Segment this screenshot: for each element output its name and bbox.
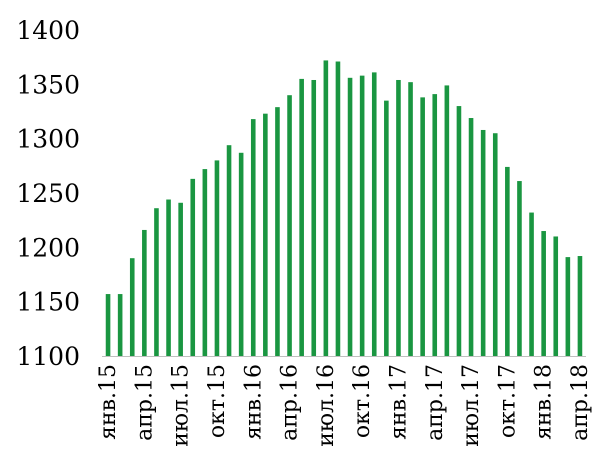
bar bbox=[275, 107, 280, 357]
x-tick-label: окт.16 bbox=[350, 364, 375, 438]
y-tick-label: 1250 bbox=[16, 179, 80, 208]
bar bbox=[238, 152, 244, 356]
bar bbox=[529, 212, 534, 356]
bar bbox=[178, 202, 183, 356]
bar bbox=[359, 75, 365, 356]
bar bbox=[444, 85, 450, 357]
bar bbox=[347, 77, 353, 356]
bar bbox=[456, 106, 462, 356]
bar bbox=[432, 94, 438, 357]
bar bbox=[202, 169, 208, 356]
bar bbox=[299, 78, 304, 357]
bar-series bbox=[105, 60, 583, 357]
bar bbox=[553, 236, 559, 356]
x-tick-label: окт.17 bbox=[495, 364, 520, 438]
bar bbox=[577, 256, 583, 356]
bar bbox=[492, 133, 498, 356]
y-axis-tick-labels: 1100 1150 1200 1250 1300 1350 1400 bbox=[16, 16, 80, 371]
bar bbox=[420, 97, 425, 357]
bar bbox=[371, 72, 377, 356]
bar bbox=[311, 79, 317, 357]
bar bbox=[408, 82, 413, 356]
bar bbox=[117, 294, 123, 356]
bar bbox=[480, 129, 486, 356]
bar bbox=[250, 119, 256, 356]
y-tick-label: 1350 bbox=[16, 70, 80, 99]
bar bbox=[105, 294, 111, 356]
y-tick-label: 1300 bbox=[16, 125, 80, 154]
bar bbox=[287, 95, 292, 356]
x-tick-label: апр.16 bbox=[278, 364, 303, 441]
bar bbox=[541, 231, 546, 356]
bar bbox=[335, 61, 341, 356]
bar bbox=[214, 160, 220, 356]
bar bbox=[226, 145, 232, 356]
x-tick-label: янв.16 bbox=[241, 364, 266, 440]
x-tick-label: апр.17 bbox=[423, 364, 448, 441]
x-tick-label: апр.18 bbox=[568, 364, 593, 441]
bar bbox=[129, 258, 135, 356]
bar bbox=[396, 79, 401, 357]
bar bbox=[142, 229, 147, 356]
bar bbox=[468, 118, 474, 357]
x-tick-label: янв.17 bbox=[386, 364, 411, 440]
x-tick-label: июл.16 bbox=[314, 364, 339, 447]
x-tick-label: окт.15 bbox=[205, 364, 230, 438]
bar bbox=[505, 166, 510, 356]
bar bbox=[565, 257, 571, 356]
bar bbox=[154, 208, 159, 356]
bar bbox=[190, 178, 196, 356]
y-tick-label: 1150 bbox=[16, 288, 80, 317]
x-tick-label: апр.15 bbox=[132, 364, 157, 441]
x-axis-tick-labels: янв.15 апр.15 июл.15 окт.15 янв.16 апр.16 июл.… bbox=[96, 364, 593, 447]
bar bbox=[384, 100, 389, 356]
x-tick-label: июл.17 bbox=[459, 364, 484, 447]
bar bbox=[323, 60, 329, 357]
bar bbox=[166, 199, 171, 356]
bar bbox=[517, 181, 522, 356]
y-tick-label: 1400 bbox=[16, 16, 80, 45]
x-tick-label: июл.15 bbox=[169, 364, 194, 447]
y-tick-label: 1200 bbox=[16, 233, 80, 262]
y-tick-label: 1100 bbox=[16, 342, 80, 371]
x-tick-label: янв.18 bbox=[532, 364, 557, 440]
x-tick-label: янв.15 bbox=[96, 364, 121, 440]
bar bbox=[263, 113, 268, 356]
